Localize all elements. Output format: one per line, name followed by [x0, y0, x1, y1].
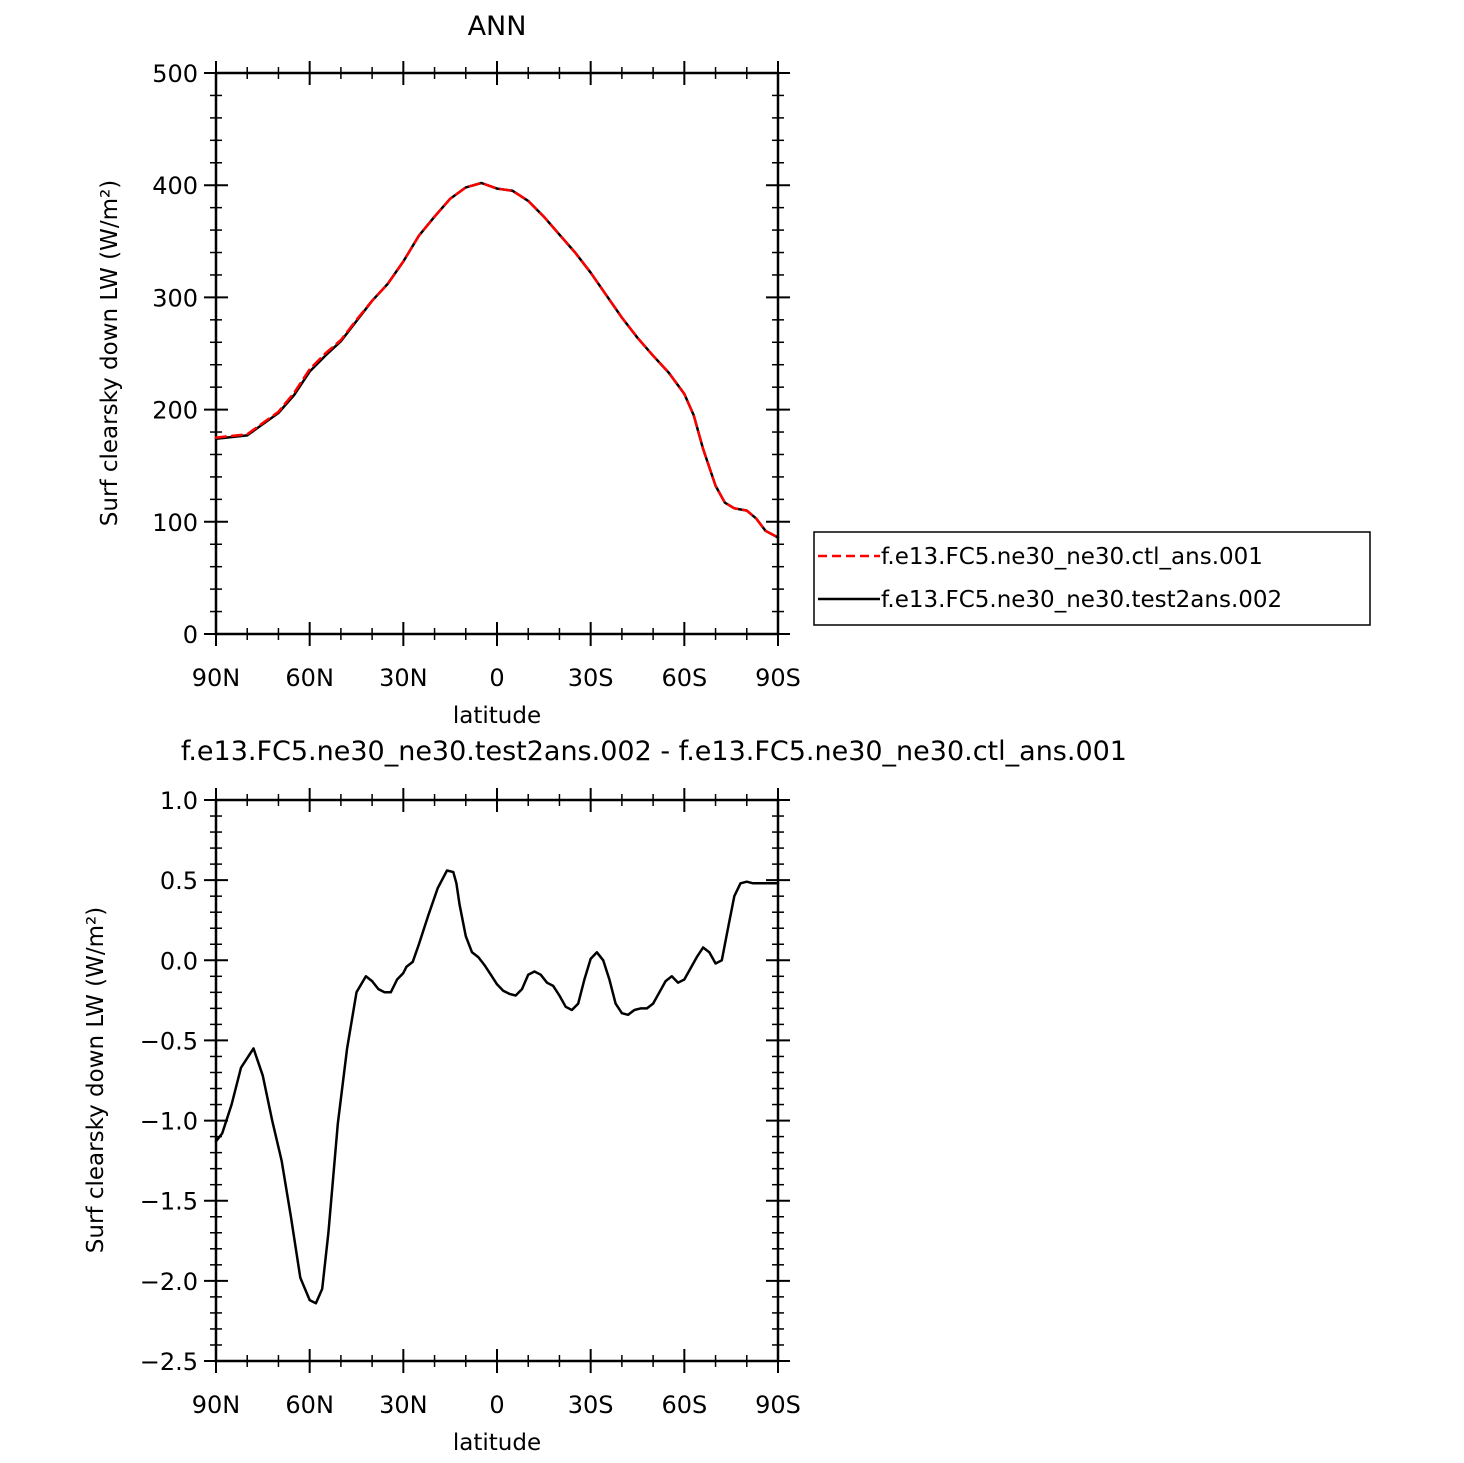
- y-tick-label: 100: [152, 509, 198, 537]
- y-axis-title: Surf clearsky down LW (W/m²): [97, 180, 123, 526]
- legend-label-ctl: f.e13.FC5.ne30_ne30.ctl_ans.001: [881, 544, 1263, 570]
- x-tick-label: 90N: [192, 1391, 241, 1419]
- x-tick-label: 30S: [568, 664, 614, 692]
- y-tick-label: 1.0: [160, 787, 198, 815]
- x-tick-label: 30N: [379, 664, 428, 692]
- x-tick-label: 90S: [755, 1391, 801, 1419]
- chart-title: ANN: [468, 11, 527, 42]
- y-axis-title: Surf clearsky down LW (W/m²): [83, 907, 109, 1253]
- y-tick-label: −0.5: [140, 1027, 198, 1055]
- x-axis-title: latitude: [453, 1430, 541, 1456]
- y-tick-label: 0.5: [160, 867, 198, 895]
- y-tick-labels: 0 100 200 300 400 500: [152, 60, 198, 649]
- x-tick-label: 30S: [568, 1391, 614, 1419]
- chart-title: f.e13.FC5.ne30_ne30.test2ans.002 - f.e13…: [181, 736, 1127, 767]
- x-tick-label: 90S: [755, 664, 801, 692]
- plot-frame: [214, 71, 780, 636]
- x-axis-title: latitude: [453, 703, 541, 729]
- y-tick-label: −2.0: [140, 1268, 198, 1296]
- x-tick-labels: 90N 60N 30N 0 30S 60S 90S: [192, 664, 801, 692]
- x-tick-label: 60S: [661, 1391, 707, 1419]
- x-tick-label: 60N: [285, 1391, 334, 1419]
- series-group: [214, 181, 780, 539]
- x-tick-label: 0: [489, 1391, 504, 1419]
- y-tick-label: 500: [152, 60, 198, 88]
- y-tick-label: −1.0: [140, 1108, 198, 1136]
- legend: f.e13.FC5.ne30_ne30.ctl_ans.001 f.e13.FC…: [813, 531, 1371, 626]
- series-line-ctl: [214, 181, 780, 539]
- x-tick-label: 90N: [192, 664, 241, 692]
- x-tick-label: 0: [489, 664, 504, 692]
- plot-frame: [214, 798, 780, 1363]
- series-line-test: [214, 869, 780, 1305]
- series-line-test: [214, 181, 780, 539]
- y-tick-label: −2.5: [140, 1348, 198, 1376]
- y-tick-label: 0: [183, 621, 198, 649]
- chart-panel-bottom: f.e13.FC5.ne30_ne30.test2ans.002 - f.e13…: [83, 736, 1127, 1456]
- y-tick-labels: −2.5 −2.0 −1.5 −1.0 −0.5 0.0 0.5 1.0: [140, 787, 198, 1376]
- tick-group: [204, 788, 790, 1373]
- series-group: [214, 869, 780, 1305]
- y-tick-label: 200: [152, 397, 198, 425]
- y-tick-label: −1.5: [140, 1188, 198, 1216]
- y-tick-label: 400: [152, 172, 198, 200]
- x-tick-label: 60S: [661, 664, 707, 692]
- chart-panel-top: ANN 0 100 200 300 400 500 90N 60N 30N 0 30S 60S 90S…: [97, 11, 801, 729]
- tick-group: [204, 61, 790, 646]
- x-tick-label: 60N: [285, 664, 334, 692]
- y-tick-label: 0.0: [160, 947, 198, 975]
- x-tick-label: 30N: [379, 1391, 428, 1419]
- legend-box: [813, 531, 1371, 626]
- y-tick-label: 300: [152, 284, 198, 312]
- legend-label-test: f.e13.FC5.ne30_ne30.test2ans.002: [881, 587, 1282, 613]
- x-tick-labels: 90N 60N 30N 0 30S 60S 90S: [192, 1391, 801, 1419]
